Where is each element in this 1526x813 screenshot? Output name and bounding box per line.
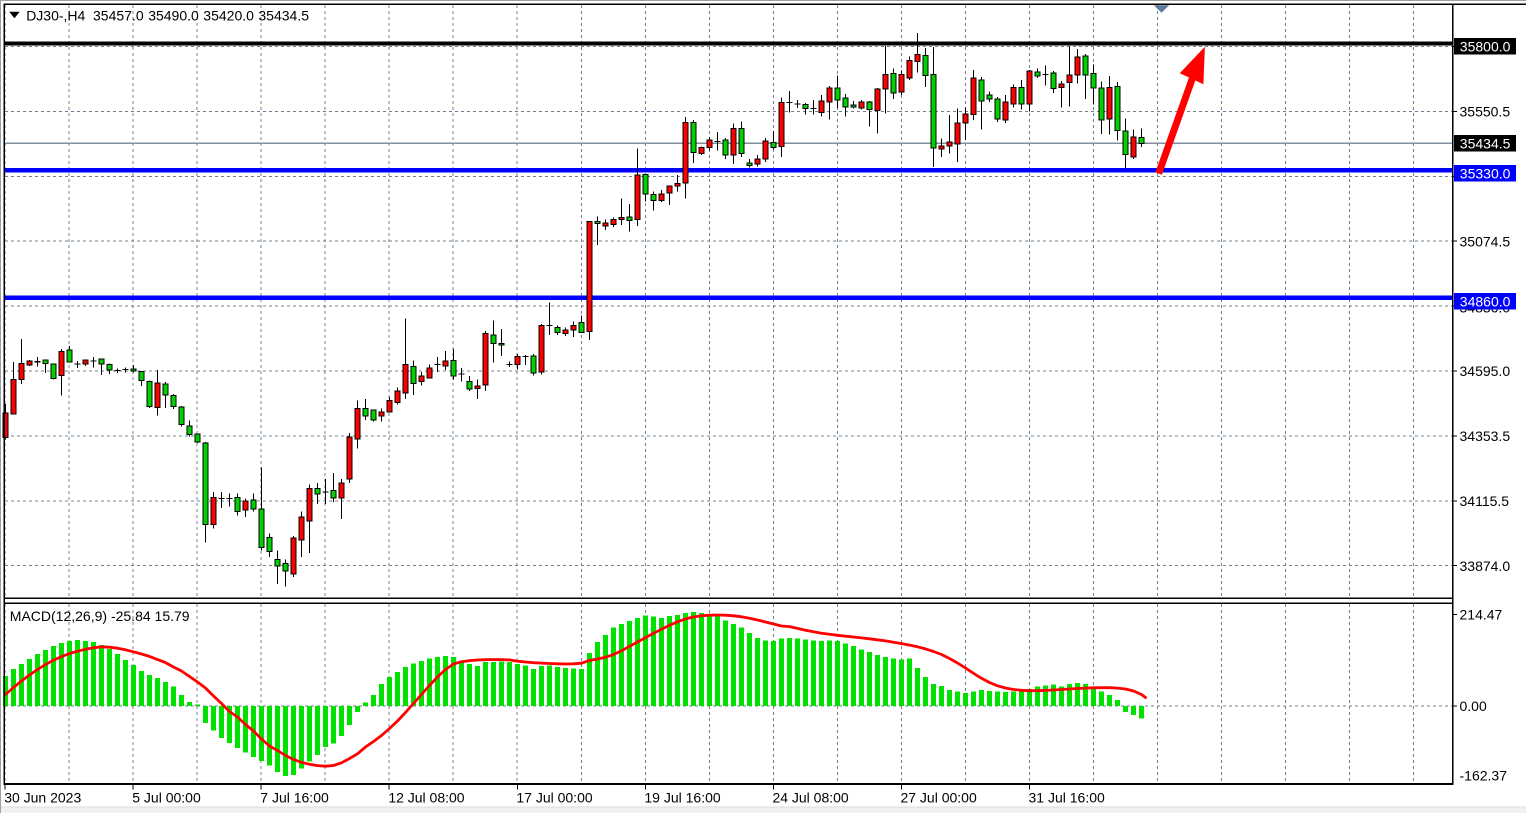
svg-text:35330.0: 35330.0 [1460, 166, 1511, 182]
svg-text:19 Jul 16:00: 19 Jul 16:00 [644, 789, 720, 805]
svg-text:35074.5: 35074.5 [1460, 233, 1511, 249]
svg-text:34595.0: 34595.0 [1460, 363, 1511, 379]
svg-text:33874.0: 33874.0 [1460, 558, 1511, 574]
svg-text:12 Jul 08:00: 12 Jul 08:00 [388, 789, 464, 805]
svg-text:35550.5: 35550.5 [1460, 104, 1511, 120]
svg-text:30 Jun 2023: 30 Jun 2023 [4, 789, 81, 805]
svg-text:35800.0: 35800.0 [1460, 38, 1511, 54]
svg-text:27 Jul 00:00: 27 Jul 00:00 [900, 789, 976, 805]
svg-text:34860.0: 34860.0 [1460, 293, 1511, 309]
svg-text:214.47: 214.47 [1460, 606, 1503, 622]
svg-text:24 Jul 08:00: 24 Jul 08:00 [772, 789, 848, 805]
svg-text:5 Jul 00:00: 5 Jul 00:00 [132, 789, 201, 805]
svg-text:MACD(12,26,9) -25.84 15.79: MACD(12,26,9) -25.84 15.79 [10, 608, 190, 624]
svg-text:35434.5: 35434.5 [1460, 136, 1511, 152]
svg-text:7 Jul 16:00: 7 Jul 16:00 [260, 789, 329, 805]
svg-text:34353.5: 34353.5 [1460, 428, 1511, 444]
svg-text:31 Jul 16:00: 31 Jul 16:00 [1029, 789, 1105, 805]
svg-text:0.00: 0.00 [1460, 698, 1487, 714]
svg-text:-162.37: -162.37 [1460, 767, 1508, 783]
svg-text:34115.5: 34115.5 [1460, 493, 1510, 509]
svg-text:17 Jul 00:00: 17 Jul 00:00 [516, 789, 592, 805]
